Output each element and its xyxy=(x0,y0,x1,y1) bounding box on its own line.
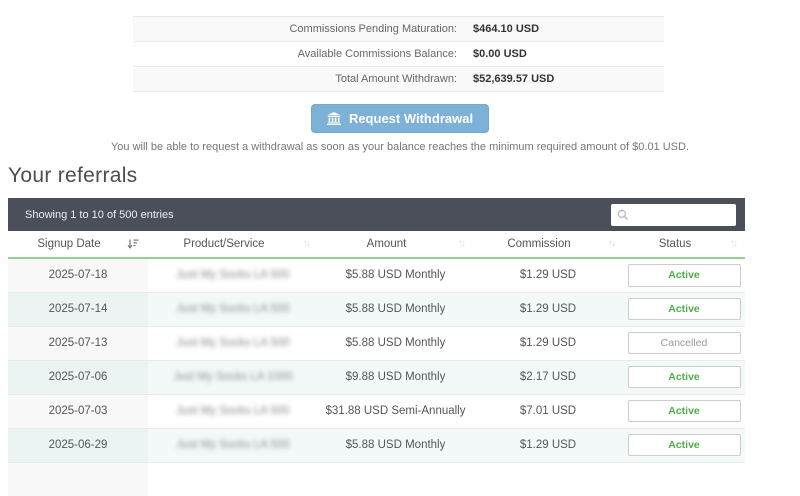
referrals-table: Signup Date xyxy=(8,231,745,496)
status-cell: Active xyxy=(623,258,745,292)
amount-cell: $5.88 USD Monthly xyxy=(318,325,473,360)
showing-entries-text: Showing 1 to 10 of 500 entries xyxy=(25,208,174,221)
status-badge: Active xyxy=(627,365,741,389)
sort-both-icon: ↑↓ xyxy=(608,238,616,249)
summary-value: $0.00 USD xyxy=(465,41,664,67)
table-row: 2025-07-03 Just My Socks LA 500 $31.88 U… xyxy=(8,393,745,428)
referrals-panel: Showing 1 to 10 of 500 entries Signup Da… xyxy=(8,198,745,496)
commission-cell: $1.29 USD xyxy=(473,325,623,360)
summary-label: Commissions Pending Maturation: xyxy=(133,16,465,42)
summary-label: Total Amount Withdrawn: xyxy=(133,66,465,92)
table-row: 2025-07-14 Just My Socks LA 500 $5.88 US… xyxy=(8,291,745,326)
column-label: Signup Date xyxy=(37,238,101,250)
column-label: Commission xyxy=(507,238,571,250)
summary-row: Available Commissions Balance: $0.00 USD xyxy=(133,41,664,67)
search-input[interactable] xyxy=(631,207,732,222)
commission-cell: $2.17 USD xyxy=(473,359,623,394)
sort-both-icon: ↑↓ xyxy=(730,238,738,249)
status-cell: Active xyxy=(623,359,745,394)
product-cell: Just My Socks LA 500 xyxy=(148,325,318,360)
summary-row: Commissions Pending Maturation: $464.10 … xyxy=(133,16,664,42)
bank-icon xyxy=(326,112,341,125)
column-header-product-service[interactable]: Product/Service ↑↓ xyxy=(148,231,318,259)
referrals-title: Your referrals xyxy=(8,164,138,187)
sort-both-icon: ↑↓ xyxy=(303,238,311,249)
signup-date-cell: 2025-07-14 xyxy=(8,291,148,326)
amount-cell: $5.88 USD Monthly xyxy=(318,427,473,462)
summary-label: Available Commissions Balance: xyxy=(133,41,465,67)
column-header-amount[interactable]: Amount ↑↓ xyxy=(318,231,473,259)
table-row: 2025-07-06 Just My Socks LA 1000 $9.88 U… xyxy=(8,359,745,394)
sort-both-icon: ↑↓ xyxy=(458,238,466,249)
table-row: 2025-07-13 Just My Socks LA 500 $5.88 US… xyxy=(8,325,745,360)
commission-cell: $1.29 USD xyxy=(473,427,623,462)
column-label: Status xyxy=(658,238,692,250)
product-cell: Just My Socks LA 500 xyxy=(148,291,318,326)
column-header-signup-date[interactable]: Signup Date xyxy=(8,231,148,259)
status-cell: Active xyxy=(623,393,745,428)
product-cell: Just My Socks LA 1000 xyxy=(148,359,318,394)
product-cell: Just My Socks LA 500 xyxy=(176,269,290,282)
search-box xyxy=(611,203,736,226)
status-cell: Cancelled xyxy=(623,325,745,360)
sort-desc-icon xyxy=(127,239,139,250)
column-header-status[interactable]: Status ↑↓ xyxy=(623,231,745,259)
table-row: 2025-06-29 Just My Socks LA 500 $5.88 US… xyxy=(8,427,745,462)
table-toolbar: Showing 1 to 10 of 500 entries xyxy=(8,198,745,231)
table-header-row: Signup Date xyxy=(8,231,745,259)
summary-row: Total Amount Withdrawn: $52,639.57 USD xyxy=(133,66,664,92)
column-label: Product/Service xyxy=(183,238,265,250)
commission-cell: $7.01 USD xyxy=(473,393,623,428)
status-badge: Active xyxy=(627,264,741,287)
commission-cell: $1.29 USD xyxy=(473,291,623,326)
amount-cell: $9.88 USD Monthly xyxy=(318,359,473,394)
amount-cell: $5.88 USD Monthly xyxy=(345,269,446,282)
signup-date-cell: 2025-07-13 xyxy=(8,325,148,360)
signup-date-cell: 2025-07-03 xyxy=(8,393,148,428)
product-cell: Just My Socks LA 500 xyxy=(148,427,318,462)
status-cell: Active xyxy=(623,291,745,326)
table-row-partial xyxy=(8,461,745,496)
summary-value: $464.10 USD xyxy=(465,16,664,42)
withdraw-button-row: Request Withdrawal xyxy=(0,104,800,133)
status-badge: Active xyxy=(627,433,741,457)
amount-cell: $31.88 USD Semi-Annually xyxy=(318,393,473,428)
commission-cell: $1.29 USD xyxy=(519,269,577,282)
signup-date-cell: 2025-07-18 xyxy=(8,258,148,292)
minimum-amount-note: You will be able to request a withdrawal… xyxy=(110,141,690,153)
amount-cell: $5.88 USD Monthly xyxy=(318,291,473,326)
status-badge: Active xyxy=(627,297,741,321)
signup-date-cell: 2025-06-29 xyxy=(8,427,148,462)
request-withdrawal-button[interactable]: Request Withdrawal xyxy=(310,104,490,133)
status-cell: Active xyxy=(623,427,745,462)
commission-summary-table: Commissions Pending Maturation: $464.10 … xyxy=(133,16,664,92)
status-badge: Active xyxy=(627,399,741,423)
product-cell: Just My Socks LA 500 xyxy=(148,393,318,428)
table-row: 2025-07-18 Just My Socks LA 500 $5.88 US… xyxy=(8,258,745,292)
column-label: Amount xyxy=(366,238,407,250)
column-header-commission[interactable]: Commission ↑↓ xyxy=(473,231,623,259)
search-icon xyxy=(615,209,631,221)
request-withdrawal-label: Request Withdrawal xyxy=(348,111,474,126)
status-badge: Cancelled xyxy=(627,331,741,355)
summary-value: $52,639.57 USD xyxy=(465,66,664,92)
signup-date-cell: 2025-07-06 xyxy=(8,359,148,394)
